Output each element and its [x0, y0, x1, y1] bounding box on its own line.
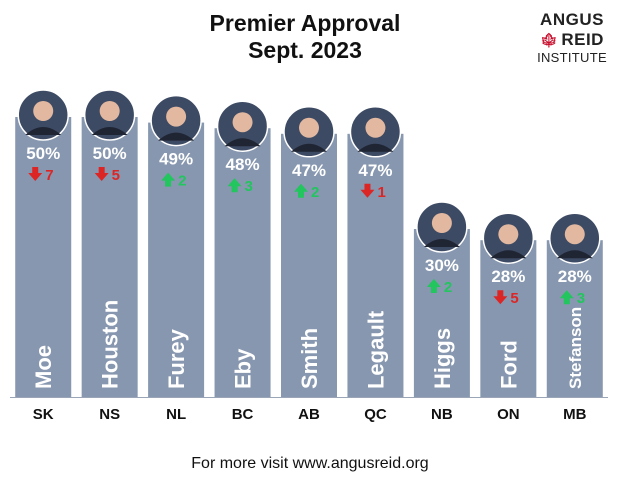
premier-name-sk: Moe	[31, 345, 56, 389]
premier-name-ab: Smith	[297, 328, 322, 389]
value-label-sk: 50%	[26, 144, 60, 163]
portrait-face	[166, 106, 187, 127]
premier-name-nl: Furey	[164, 328, 189, 389]
portrait-face	[232, 112, 253, 133]
angus-reid-logo: ANGUS 🍁︎ REID INSTITUTE	[532, 10, 612, 65]
logo-line-3: INSTITUTE	[537, 50, 607, 65]
portrait-body	[224, 138, 261, 147]
bar-qc	[347, 133, 404, 398]
bar-nb	[413, 229, 470, 397]
tick-label-sk: SK	[33, 406, 54, 423]
portrait-body	[490, 250, 527, 259]
bar-mb	[546, 240, 603, 397]
bar-sk	[15, 117, 72, 397]
tick-label-ns: NS	[99, 406, 120, 423]
arrow-up-icon-nb	[426, 279, 441, 293]
arrow-up-icon-ab	[294, 183, 308, 198]
logo-line-1: ANGUS	[540, 10, 604, 29]
value-label-ns: 50%	[93, 144, 127, 163]
portrait-body	[25, 127, 62, 135]
portrait-mb	[549, 212, 601, 264]
portrait-face	[431, 213, 452, 233]
bar-bc	[214, 128, 271, 397]
portrait-body	[291, 143, 327, 152]
portrait-face	[33, 101, 54, 121]
premier-name-bc: Eby	[230, 348, 255, 389]
premier-name-mb: Stefanson	[566, 307, 585, 389]
premier-name-on: Ford	[496, 340, 521, 389]
arrow-down-icon-ns	[94, 167, 109, 181]
portrait-face	[99, 101, 120, 121]
portrait-face	[564, 224, 585, 245]
change-label-on: 5	[510, 290, 518, 307]
arrow-down-icon-on	[493, 290, 508, 305]
tick-label-nb: NB	[431, 406, 453, 423]
portrait-bc	[216, 100, 269, 152]
change-label-nl: 2	[178, 173, 186, 190]
value-label-qc: 47%	[358, 161, 392, 180]
chart-subtitle: Sept. 2023	[248, 37, 362, 63]
bar-on	[480, 240, 537, 397]
portrait-face	[365, 117, 386, 138]
portrait-nb	[416, 201, 468, 253]
value-label-nb: 30%	[425, 256, 459, 275]
portrait-face	[299, 117, 319, 138]
portrait-body	[556, 250, 593, 259]
change-label-sk: 7	[45, 167, 53, 184]
bar-ab	[281, 133, 337, 398]
chart-title: Premier Approval	[209, 10, 401, 36]
footer-text: For more visit www.angusreid.org	[191, 455, 429, 472]
change-label-mb: 3	[577, 290, 585, 307]
portrait-body	[423, 239, 460, 247]
premier-name-qc: Legault	[363, 310, 388, 389]
value-label-ab: 47%	[292, 161, 326, 180]
value-label-bc: 48%	[226, 155, 260, 174]
arrow-up-icon-bc	[227, 178, 242, 193]
portrait-ns	[83, 89, 136, 141]
value-label-nl: 49%	[159, 150, 193, 169]
change-label-qc: 1	[377, 184, 385, 201]
change-label-bc: 3	[245, 178, 253, 195]
arrow-up-icon-mb	[559, 290, 574, 305]
logo-line-2-text: REID	[561, 30, 604, 49]
logo-line-2: 🍁︎ REID	[532, 30, 612, 50]
change-label-ab: 2	[311, 184, 319, 201]
premier-name-ns: Houston	[98, 300, 123, 389]
portrait-on	[482, 212, 535, 264]
portrait-body	[158, 132, 195, 141]
change-label-nb: 2	[444, 279, 452, 296]
portrait-sk	[17, 89, 69, 141]
portrait-body	[357, 143, 394, 152]
bar-nl	[148, 122, 205, 397]
portrait-qc	[349, 106, 402, 158]
portrait-nl	[150, 94, 202, 147]
tick-label-on: ON	[497, 406, 520, 423]
premier-name-nb: Higgs	[430, 328, 455, 389]
tick-label-nl: NL	[166, 406, 186, 423]
maple-leaf-icon: 🍁︎	[540, 32, 559, 48]
value-label-mb: 28%	[558, 267, 592, 286]
portrait-body	[91, 127, 128, 135]
portrait-ab	[283, 106, 335, 158]
portrait-face	[498, 224, 519, 245]
tick-label-qc: QC	[364, 406, 387, 423]
arrow-down-icon-qc	[360, 183, 375, 198]
arrow-up-icon-nl	[161, 172, 176, 187]
approval-chart: 50% 7 Moe SK 50% 5 Houston NS 49% 2 Furey NL 48% 3 Eby…	[10, 89, 608, 423]
value-label-on: 28%	[491, 267, 525, 286]
tick-label-bc: BC	[232, 406, 254, 423]
tick-label-ab: AB	[298, 406, 320, 423]
change-label-ns: 5	[112, 167, 120, 184]
arrow-down-icon-sk	[28, 167, 43, 181]
tick-label-mb: MB	[563, 406, 586, 423]
bar-ns	[81, 117, 138, 397]
